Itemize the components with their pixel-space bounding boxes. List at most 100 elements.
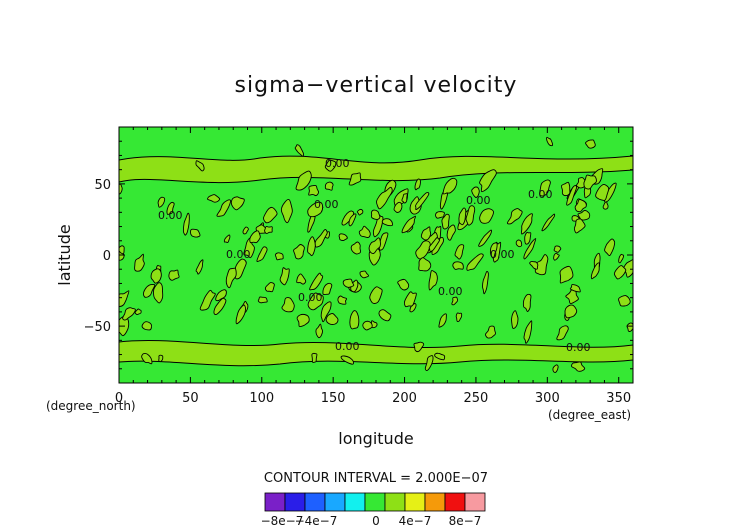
contour-region	[452, 261, 464, 270]
contour-region	[413, 341, 425, 353]
contour-region	[243, 237, 255, 259]
contour-region	[552, 364, 559, 373]
contour-region	[307, 292, 324, 311]
contour-region	[428, 237, 441, 252]
contour-region	[141, 321, 153, 331]
contour-region	[348, 213, 357, 227]
colorbar-swatch	[324, 492, 346, 512]
contour-region	[223, 234, 231, 244]
x-tick-label: 200	[392, 391, 417, 406]
contour-region	[195, 259, 204, 275]
contour-region	[199, 289, 216, 311]
contour-region	[311, 352, 318, 363]
contour-region	[564, 304, 578, 319]
contour-region	[280, 199, 293, 224]
contour-region	[471, 186, 480, 198]
colorbar-swatch	[344, 492, 366, 512]
contour-region	[565, 288, 579, 304]
contour-label: 0.00	[325, 157, 350, 170]
contour-region	[603, 182, 617, 203]
contour-region	[506, 208, 523, 225]
contour-region	[256, 246, 268, 262]
contour-region	[150, 268, 162, 284]
contour-region	[393, 201, 403, 213]
colorbar-label: −8e−7	[261, 514, 304, 528]
contour-region	[539, 179, 551, 197]
contour-region	[546, 136, 553, 147]
contour-region	[478, 229, 492, 247]
contour-region	[618, 295, 631, 307]
contour-region	[134, 253, 145, 272]
contour-region	[434, 352, 446, 361]
contour-region	[573, 218, 586, 234]
contour-region	[315, 323, 323, 339]
y-unit-label: (degree_north)	[46, 399, 136, 413]
contour-region	[119, 250, 125, 261]
contour-region	[401, 193, 408, 204]
contour-region	[602, 201, 609, 210]
contour-region	[230, 196, 245, 211]
colorbar-swatch	[384, 492, 406, 512]
y-tick-label: 0	[103, 249, 111, 264]
contour-region	[157, 196, 166, 208]
contour-region	[604, 238, 616, 257]
contour-region	[340, 355, 354, 365]
contour-region	[122, 307, 136, 321]
contour-region	[442, 177, 458, 195]
contour-region	[376, 186, 393, 210]
contour-region	[308, 184, 320, 197]
contour-region	[455, 312, 463, 322]
contour-region	[143, 284, 156, 298]
contour-region	[511, 310, 519, 329]
contour-region	[158, 354, 164, 363]
contour-region	[489, 242, 498, 259]
contour-region	[190, 228, 201, 238]
contour-region	[414, 178, 421, 191]
contour-region	[626, 322, 633, 332]
contour-label: 0.00	[490, 248, 515, 261]
contour-region	[381, 218, 394, 227]
contour-region	[622, 259, 633, 278]
contour-label: 0.00	[298, 291, 323, 304]
x-axis: 0 50 100 150 200 250 300 350	[115, 127, 631, 406]
contour-labels: 0.00 0.00 0.00 0.00 0.00 0.00 0.00 0.00 0.00 0.00…	[158, 157, 591, 354]
x-tick-label: 350	[606, 391, 631, 406]
contour-region	[322, 282, 333, 295]
contour-region	[349, 310, 360, 330]
y-tick-label: −50	[84, 320, 111, 335]
contour-region	[618, 253, 625, 264]
contour-band-north	[119, 155, 633, 184]
contour-region	[559, 265, 574, 284]
x-axis-label: longitude	[338, 429, 413, 448]
contour-region	[324, 159, 337, 172]
contour-region	[613, 265, 627, 280]
contour-region	[119, 290, 130, 307]
contour-region	[541, 213, 556, 232]
contour-label: 0.00	[466, 194, 491, 207]
colorbar-swatch	[424, 492, 446, 512]
contour-region	[215, 289, 227, 302]
colorbar-swatch	[264, 492, 286, 512]
contour-region	[296, 273, 307, 285]
contour-region	[418, 257, 432, 272]
colorbar-swatch	[404, 492, 426, 512]
contour-region	[166, 201, 175, 215]
x-tick-label: 300	[535, 391, 560, 406]
colorbar-swatch	[444, 492, 466, 512]
contour-region	[574, 199, 587, 213]
contour-region	[294, 144, 304, 157]
contour-region	[569, 284, 581, 293]
contour-region	[195, 160, 205, 172]
colorbar-label: 0	[372, 514, 380, 528]
contour-region	[337, 295, 348, 305]
contour-region	[338, 233, 348, 241]
colorbar-swatch	[464, 492, 486, 512]
contour-region	[293, 244, 305, 260]
x-tick-label: 150	[321, 391, 346, 406]
contour-region	[485, 325, 496, 339]
contour-band-south	[119, 340, 633, 367]
colorbar-label: 4e−7	[399, 514, 432, 528]
contour-region	[571, 361, 586, 372]
contour-region	[397, 278, 410, 291]
contour-region	[235, 304, 247, 325]
